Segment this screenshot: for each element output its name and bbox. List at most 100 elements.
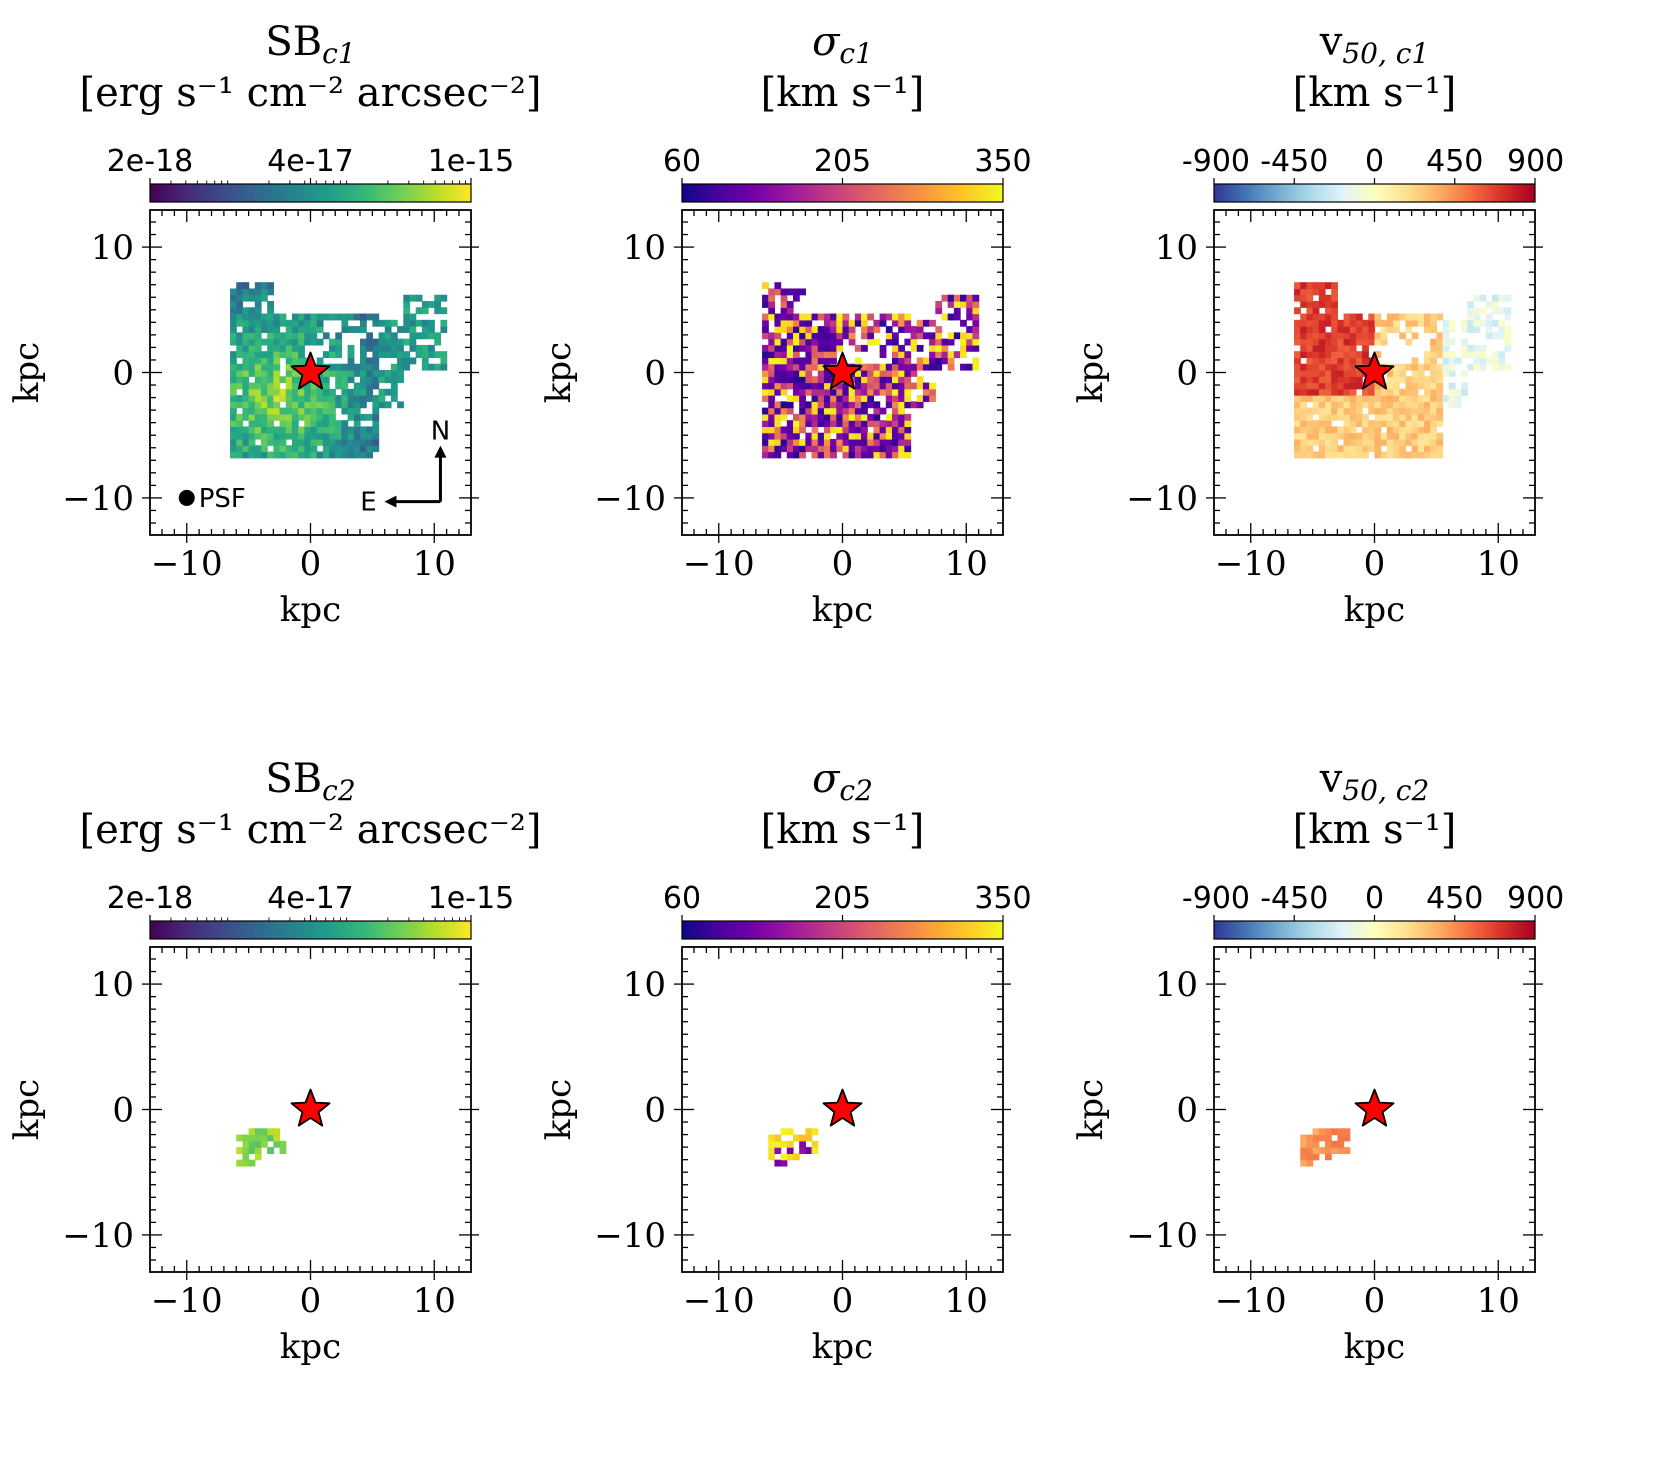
pixel [774, 351, 782, 359]
pixel [261, 382, 268, 390]
pixel [254, 420, 262, 428]
pixel [329, 351, 336, 359]
pixel [304, 420, 312, 428]
pixel [248, 413, 256, 421]
pixel [1380, 451, 1388, 459]
pixel [428, 363, 435, 371]
pixel [774, 357, 782, 365]
pixel [267, 432, 274, 440]
pixel [1325, 432, 1332, 440]
pixel [322, 445, 330, 453]
pixel [230, 376, 237, 384]
pixel [291, 369, 299, 377]
pixel [254, 376, 262, 384]
pixel [823, 326, 831, 333]
pixel [1411, 388, 1419, 396]
pixel [1492, 363, 1499, 371]
pixel [261, 326, 268, 333]
pixel [1294, 445, 1301, 453]
pixel [1331, 388, 1338, 396]
pixel [1349, 401, 1357, 409]
pixel [1380, 407, 1388, 415]
pixel [811, 401, 819, 409]
compass-east-label: E [360, 488, 376, 518]
pixel [403, 294, 411, 302]
pixel [1306, 338, 1314, 346]
pixel [372, 344, 380, 352]
y-axis-label: kpc [1071, 342, 1111, 403]
pixel [1318, 395, 1326, 402]
pixel [892, 401, 899, 409]
pixel [768, 369, 776, 377]
pixel [780, 313, 788, 321]
pixel [230, 388, 237, 396]
pixel [1331, 294, 1338, 302]
pixel [316, 313, 324, 321]
pixel [254, 326, 262, 333]
pixel [1424, 407, 1431, 415]
star-marker [1354, 1088, 1395, 1127]
pixel [1343, 369, 1351, 377]
pixel [1485, 301, 1493, 308]
pixel [885, 432, 893, 440]
pixel [1485, 313, 1493, 321]
pixel [762, 451, 769, 459]
pixel [904, 382, 912, 390]
pixel [347, 426, 355, 434]
pixel [372, 369, 380, 377]
pixel [421, 363, 429, 371]
pixel [966, 338, 974, 346]
pixel [953, 294, 961, 302]
pixel [242, 1134, 250, 1142]
pixel [1467, 307, 1475, 315]
title-main: v [1319, 756, 1343, 802]
pixel [1337, 357, 1345, 365]
pixel [1374, 388, 1382, 396]
pixel [298, 413, 305, 421]
pixel [1312, 288, 1320, 296]
pixel [836, 332, 844, 340]
pixel [929, 388, 936, 396]
pixel [230, 351, 237, 359]
pixel [310, 319, 318, 327]
y-axis-label: kpc [7, 1079, 47, 1140]
pixel [1424, 376, 1431, 384]
pixel [1325, 1140, 1332, 1148]
pixel [304, 426, 312, 434]
pixel [1312, 319, 1320, 327]
panel-unit-label: [erg s⁻¹ cm⁻² arcsec⁻²] [79, 70, 541, 116]
pixel [1300, 395, 1308, 402]
pixel [1380, 395, 1388, 402]
pixel [836, 438, 844, 446]
pixel [762, 313, 769, 321]
pixel [774, 451, 782, 459]
pixel [254, 1153, 262, 1161]
y-tick-label: 10 [623, 228, 666, 268]
pixel [236, 319, 244, 327]
pixel [248, 420, 256, 428]
pixel [1417, 451, 1425, 459]
pixel [1343, 382, 1351, 390]
pixel [1312, 395, 1320, 402]
pixel [823, 432, 831, 440]
pixel [854, 382, 862, 390]
pixel [378, 388, 386, 396]
pixel [1467, 313, 1475, 321]
pixel [867, 313, 875, 321]
pixel [254, 426, 262, 434]
pixel [236, 376, 244, 384]
pixel [805, 344, 813, 352]
pixel [254, 357, 262, 365]
pixel [310, 451, 318, 459]
pixel [279, 451, 287, 459]
pixel [805, 319, 813, 327]
pixel [248, 326, 256, 333]
pixel [291, 382, 299, 390]
pixel [316, 438, 324, 446]
pixel [1393, 363, 1400, 371]
pixel [1306, 1159, 1314, 1167]
pixel [762, 319, 769, 327]
pixel [248, 451, 256, 459]
pixel [310, 326, 318, 333]
pixel [341, 426, 349, 434]
